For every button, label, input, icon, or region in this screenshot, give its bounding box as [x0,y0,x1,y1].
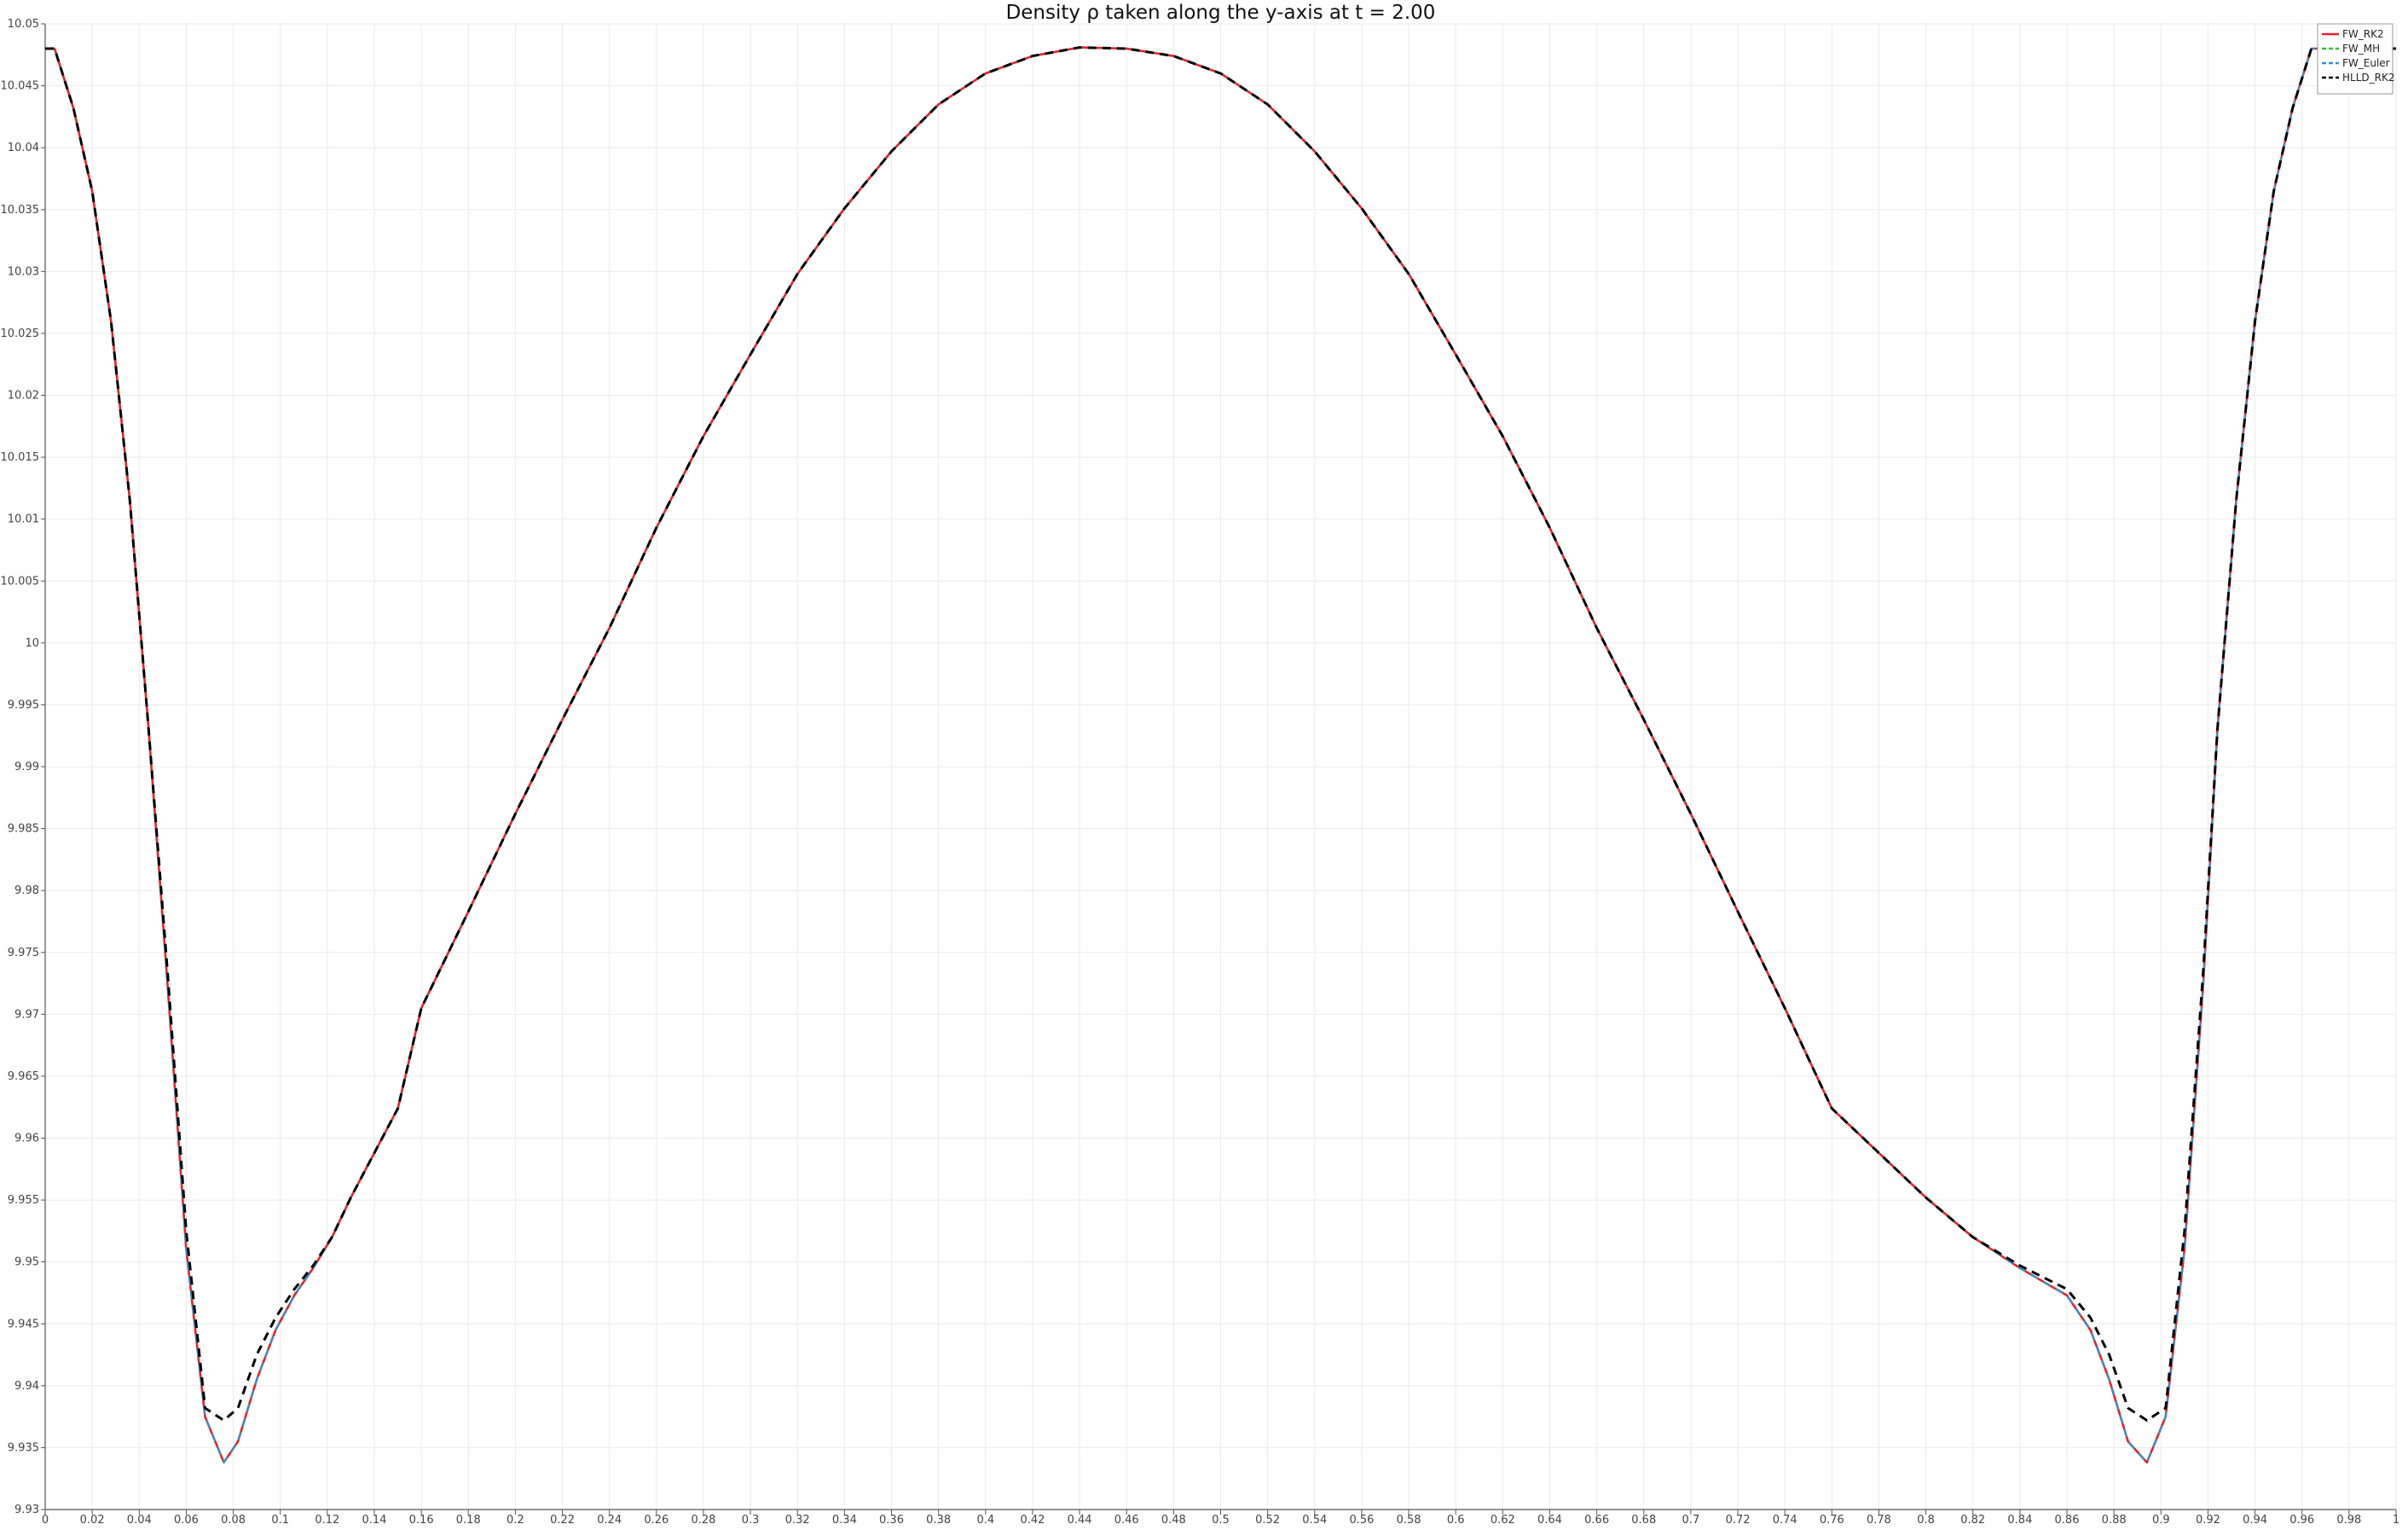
y-tick-label: 10.045 [1,80,40,93]
x-tick-label: 0.36 [879,1514,904,1527]
x-tick-label: 0.4 [976,1514,994,1527]
x-tick-label: 0.38 [926,1514,951,1527]
x-tick-label: 0.58 [1397,1514,1421,1527]
x-tick-label: 0.06 [174,1514,199,1527]
x-tick-label: 0.6 [1447,1514,1465,1527]
chart-title: Density ρ taken along the y-axis at t = … [1006,2,1436,24]
y-tick-label: 9.965 [8,1070,39,1083]
x-tick-label: 0.96 [2289,1514,2314,1527]
y-tick-label: 9.935 [8,1441,39,1454]
y-tick-label: 9.945 [8,1318,39,1330]
y-tick-label: 9.99 [14,761,39,774]
y-axis-ticks: 9.93 9.935 9.94 9.945 9.95 9.955 9.96 9.965 9.97… [1,18,45,1516]
x-tick-label: 0 [42,1514,49,1527]
x-tick-label: 0.12 [315,1514,339,1527]
x-tick-label: 0.2 [506,1514,524,1527]
series-line-fw-rk2 [45,46,2396,1464]
x-tick-label: 0.48 [1161,1514,1186,1527]
x-tick-label: 0.54 [1302,1514,1327,1527]
y-tick-label: 10.04 [8,142,39,154]
y-tick-label: 9.955 [8,1194,39,1207]
x-tick-label: 0.8 [1917,1514,1935,1527]
x-tick-label: 0.22 [550,1514,575,1527]
x-tick-label: 0.18 [456,1514,481,1527]
x-tick-label: 0.16 [409,1514,434,1527]
x-tick-label: 0.7 [1682,1514,1700,1527]
y-tick-label: 9.97 [14,1008,39,1021]
x-tick-label: 0.26 [644,1514,669,1527]
y-tick-label: 9.95 [14,1256,39,1269]
x-tick-label: 0.92 [2196,1514,2220,1527]
x-tick-label: 0.74 [1773,1514,1797,1527]
x-tick-label: 0.56 [1349,1514,1374,1527]
legend-label: HLLD_RK2 [2342,72,2394,84]
x-tick-label: 0.76 [1820,1514,1844,1527]
x-tick-label: 0.86 [2055,1514,2080,1527]
x-tick-label: 0.04 [127,1514,152,1527]
y-tick-label: 10 [25,637,39,650]
x-tick-label: 0.5 [1212,1514,1230,1527]
x-tick-label: 0.34 [832,1514,857,1527]
series-line-hlld-rk2 [45,46,2396,1422]
grid-lines [44,23,2397,1510]
y-tick-label: 9.96 [14,1133,39,1145]
legend-box [2317,23,2394,95]
y-tick-label: 10.02 [8,390,39,403]
x-tick-label: 0.3 [742,1514,760,1527]
x-tick-label: 0.88 [2102,1514,2127,1527]
y-tick-label: 9.995 [8,698,39,711]
x-tick-label: 0.9 [2152,1514,2170,1527]
legend-label: FW_RK2 [2342,28,2384,40]
x-tick-label: 0.02 [80,1514,105,1527]
x-tick-label: 0.62 [1491,1514,1515,1527]
y-tick-label: 9.975 [8,947,39,959]
x-tick-label: 0.84 [2007,1514,2032,1527]
series-lines [45,46,2396,1464]
x-tick-label: 0.44 [1068,1514,1092,1527]
x-axis-ticks: 0 0.02 0.04 0.06 0.08 0.1 0.12 0.14 0.16 0.18 0.2 0… [42,1510,2399,1527]
x-tick-label: 0.78 [1867,1514,1891,1527]
x-tick-label: 0.46 [1114,1514,1139,1527]
x-tick-label: 0.66 [1584,1514,1609,1527]
y-tick-label: 9.94 [14,1380,39,1393]
x-tick-label: 1 [2393,1514,2399,1527]
y-tick-label: 10.01 [8,513,39,526]
y-tick-label: 9.985 [8,823,39,836]
legend-label: FW_MH [2342,43,2380,55]
x-tick-label: 0.94 [2243,1514,2267,1527]
x-tick-label: 0.98 [2336,1514,2361,1527]
x-tick-label: 0.72 [1726,1514,1751,1527]
y-tick-label: 10.015 [1,451,40,464]
y-tick-label: 10.05 [8,18,39,31]
x-tick-label: 0.42 [1020,1514,1045,1527]
x-tick-label: 0.68 [1631,1514,1656,1527]
legend-label: FW_Euler [2342,57,2390,69]
legend: FW_RK2 FW_MH FW_Euler HLLD_RK2 [2317,23,2394,95]
x-tick-label: 0.32 [785,1514,810,1527]
x-tick-label: 0.52 [1255,1514,1280,1527]
x-tick-label: 0.82 [1960,1514,1985,1527]
x-tick-label: 0.14 [362,1514,387,1527]
y-tick-label: 9.93 [14,1504,39,1516]
x-tick-label: 0.64 [1537,1514,1562,1527]
x-tick-label: 0.08 [221,1514,246,1527]
x-tick-label: 0.28 [691,1514,715,1527]
y-tick-label: 10.035 [1,204,40,217]
y-tick-label: 10.005 [1,575,40,588]
x-tick-label: 0.1 [271,1514,289,1527]
x-tick-label: 0.24 [597,1514,622,1527]
y-tick-label: 9.98 [14,884,39,897]
y-tick-label: 10.03 [8,265,39,278]
y-tick-label: 10.025 [1,327,40,340]
